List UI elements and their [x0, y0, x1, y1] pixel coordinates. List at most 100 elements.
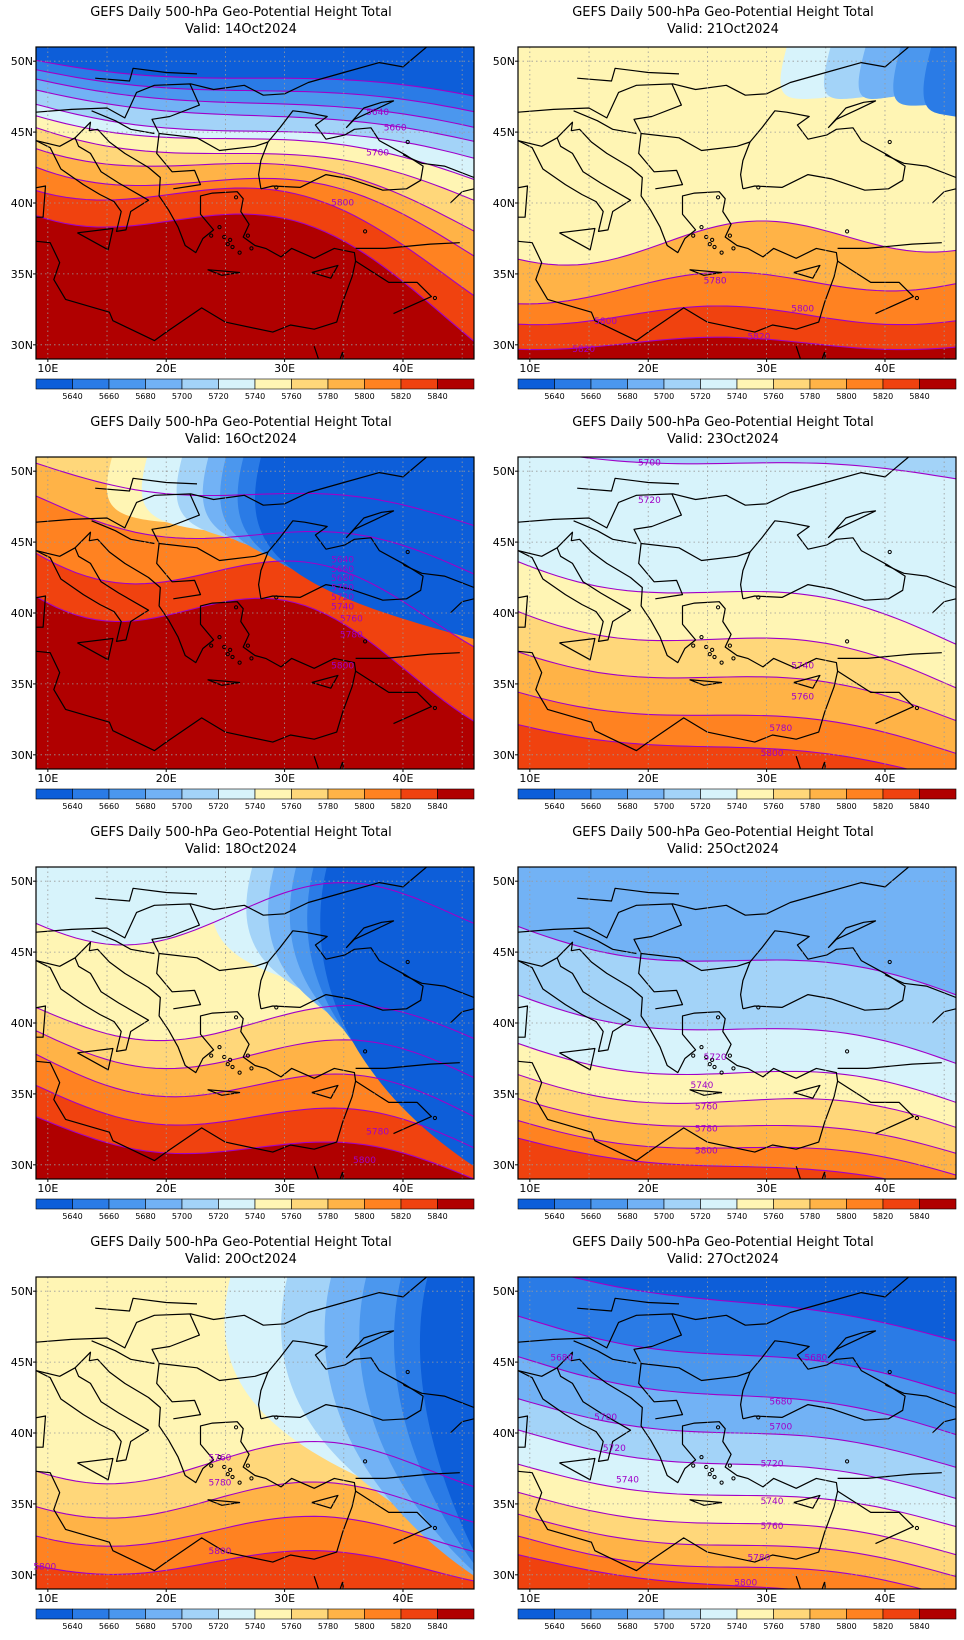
colorbar-label: 5640	[62, 1622, 82, 1631]
colorbar-label: 5640	[544, 1622, 564, 1631]
lon-label: 40E	[874, 1182, 895, 1195]
lat-label: 45N	[11, 946, 33, 959]
colorbar-label: 5660	[581, 1622, 601, 1631]
contour-label: 5740	[761, 1497, 784, 1507]
lat-label: 45N	[493, 536, 515, 549]
lon-label: 10E	[37, 1592, 58, 1605]
lon-label: 20E	[638, 1182, 659, 1195]
lon-label: 30E	[274, 772, 295, 785]
lat-label: 50N	[11, 875, 33, 888]
contour-label: 5740	[691, 1081, 714, 1091]
lat-label: 45N	[11, 126, 33, 139]
contour-label: 5780	[209, 1478, 232, 1488]
colorbar-label: 5840	[909, 392, 929, 401]
contour-label: 5680	[804, 1354, 827, 1364]
lon-label: 20E	[156, 1592, 177, 1605]
colorbar-label: 5760	[281, 1622, 301, 1631]
lon-label: 10E	[37, 772, 58, 785]
lat-label: 35N	[493, 268, 515, 281]
colorbar-label: 5700	[172, 802, 192, 811]
colorbar-label: 5780	[800, 1212, 820, 1221]
lat-label: 40N	[493, 1427, 515, 1440]
colorbar-label: 5820	[873, 802, 893, 811]
map-panel-25oct: GEFS Daily 500-hPa Geo-Potential Height …	[482, 820, 964, 1230]
map-svg: 5720 5740 5760 5780 5800 50N 45N 40N 35N 30N 10E 20…	[482, 820, 964, 1230]
contour-label: 5800	[331, 199, 354, 209]
lon-label: 10E	[37, 1182, 58, 1195]
map-svg: 5780 5800 5820 5800 5820 50N 45N 40N 35N 30N 10E 20…	[482, 0, 964, 410]
colorbar-label: 5660	[99, 392, 119, 401]
lat-label: 30N	[11, 1569, 33, 1582]
colorbar-label: 5800	[836, 802, 856, 811]
lat-label: 40N	[493, 1017, 515, 1030]
colorbar-label: 5640	[544, 802, 564, 811]
colorbar-label: 5780	[318, 1622, 338, 1631]
colorbar-label: 5720	[208, 802, 228, 811]
lat-label: 40N	[11, 197, 33, 210]
contour-label: 5760	[209, 1453, 232, 1463]
colorbar-label: 5700	[654, 392, 674, 401]
colorbar-label: 5840	[427, 1622, 447, 1631]
lon-label: 30E	[274, 1182, 295, 1195]
lat-label: 30N	[493, 1159, 515, 1172]
height-shading	[518, 1215, 956, 1639]
colorbar-label: 5800	[836, 392, 856, 401]
colorbar-label: 5760	[281, 1212, 301, 1221]
contour-label: 5760	[791, 693, 814, 703]
lon-label: 30E	[756, 1182, 777, 1195]
contour-label: 5800	[353, 1156, 376, 1166]
colorbar-label: 5700	[172, 1622, 192, 1631]
contour-label: 5700	[769, 1422, 792, 1432]
colorbar-label: 5640	[544, 1212, 564, 1221]
colorbar-label: 5680	[135, 802, 155, 811]
contour-label: 5700	[638, 459, 661, 469]
lon-label: 20E	[638, 1592, 659, 1605]
colorbar-label: 5700	[172, 392, 192, 401]
colorbar-label: 5700	[654, 802, 674, 811]
map-panel-21oct: GEFS Daily 500-hPa Geo-Potential Height …	[482, 0, 964, 410]
lat-label: 50N	[493, 1285, 515, 1298]
lat-label: 45N	[493, 126, 515, 139]
colorbar: 5640 5660 5680 5700 5720 5740 5760 5780 5800 5820…	[518, 1609, 956, 1631]
contour-label: 5700	[594, 1413, 617, 1423]
colorbar-label: 5740	[245, 1212, 265, 1221]
colorbar-label: 5660	[99, 1212, 119, 1221]
map-svg: 564056605700580050N45N40N35N30N10E 20E 30E…	[0, 0, 482, 410]
colorbar-label: 5840	[427, 1212, 447, 1221]
colorbar-label: 5820	[391, 802, 411, 811]
height-shading	[36, 0, 474, 409]
colorbar-label: 5800	[836, 1212, 856, 1221]
lat-label: 35N	[11, 268, 33, 281]
lat-label: 35N	[11, 1498, 33, 1511]
lon-label: 30E	[274, 1592, 295, 1605]
lon-label: 40E	[392, 1592, 413, 1605]
lon-label: 30E	[274, 362, 295, 375]
contour-label: 5780	[747, 1553, 770, 1563]
colorbar-label: 5820	[391, 392, 411, 401]
colorbar: 5640 5660 5680 5700 5720 5740 5760 5780 5800 5820…	[518, 379, 956, 401]
map-svg: 5700 5720 5740 5760 5780 5800 50N 45N 40N 35N 30N 1…	[482, 410, 964, 820]
map-panel-20oct: GEFS Daily 500-hPa Geo-Potential Height …	[0, 1230, 482, 1640]
colorbar: 5640 5660 5680 5700 5720 5740 5760 5780 5800 5820…	[36, 789, 474, 811]
colorbar-label: 5740	[727, 802, 747, 811]
map-svg: 56405660568057005720574057605780580050N4…	[0, 410, 482, 820]
colorbar-label: 5640	[62, 1212, 82, 1221]
lat-label: 50N	[493, 465, 515, 478]
contour-label: 5800	[791, 305, 814, 315]
colorbar-label: 5800	[354, 392, 374, 401]
lat-label: 30N	[493, 749, 515, 762]
contour-label: 5800	[209, 1547, 232, 1557]
lat-label: 40N	[11, 607, 33, 620]
colorbar: 5640 5660 5680 5700 5720 5740 5760 5780 5800 5820…	[36, 1199, 474, 1221]
colorbar-label: 5680	[617, 802, 637, 811]
lon-label: 20E	[156, 1182, 177, 1195]
colorbar-label: 5680	[617, 392, 637, 401]
colorbar-label: 5840	[909, 1622, 929, 1631]
lat-label: 45N	[11, 536, 33, 549]
map-panel-16oct: GEFS Daily 500-hPa Geo-Potential Height …	[0, 410, 482, 820]
colorbar-label: 5820	[873, 392, 893, 401]
lat-label: 35N	[493, 1088, 515, 1101]
colorbar-label: 5740	[245, 802, 265, 811]
colorbar-label: 5820	[873, 1212, 893, 1221]
lat-label: 45N	[493, 1356, 515, 1369]
